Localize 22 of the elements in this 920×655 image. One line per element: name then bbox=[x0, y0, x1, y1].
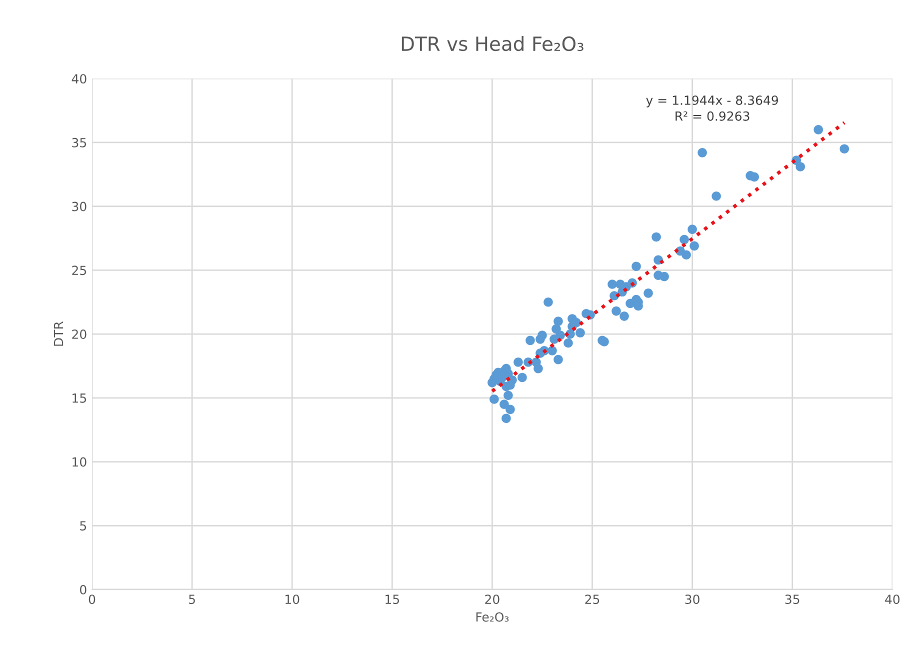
y-tick-label: 25 bbox=[72, 266, 86, 276]
x-axis-title: Fe₂O₃ bbox=[476, 612, 509, 622]
x-tick-label: 5 bbox=[189, 594, 195, 604]
annotation: y = 1.1944x - 8.3649 R² = 0.9263 bbox=[646, 95, 778, 121]
x-tick-label: 20 bbox=[485, 594, 500, 604]
y-tick-label: 30 bbox=[72, 202, 86, 212]
y-tick-label: 15 bbox=[72, 394, 86, 403]
y-tick-label: 40 bbox=[72, 74, 86, 84]
x-tick-label: 35 bbox=[785, 594, 800, 604]
x-tick-label: 10 bbox=[286, 594, 300, 604]
y-tick-label: 10 bbox=[72, 457, 86, 467]
chart-title: DTR vs Head Fe₂O₃ bbox=[402, 36, 584, 52]
y-tick-label: 0 bbox=[80, 584, 86, 594]
x-tick-label: 15 bbox=[386, 594, 400, 604]
y-tick-label: 20 bbox=[72, 330, 86, 339]
x-tick-label: 25 bbox=[585, 594, 600, 604]
y-tick-label: 5 bbox=[80, 521, 86, 531]
y-tick-label: 35 bbox=[72, 138, 86, 148]
x-tick-label: 0 bbox=[88, 594, 96, 604]
y-axis-title: DTR bbox=[54, 321, 64, 346]
x-tick-label: 30 bbox=[685, 594, 700, 604]
x-tick-label: 40 bbox=[885, 594, 900, 604]
